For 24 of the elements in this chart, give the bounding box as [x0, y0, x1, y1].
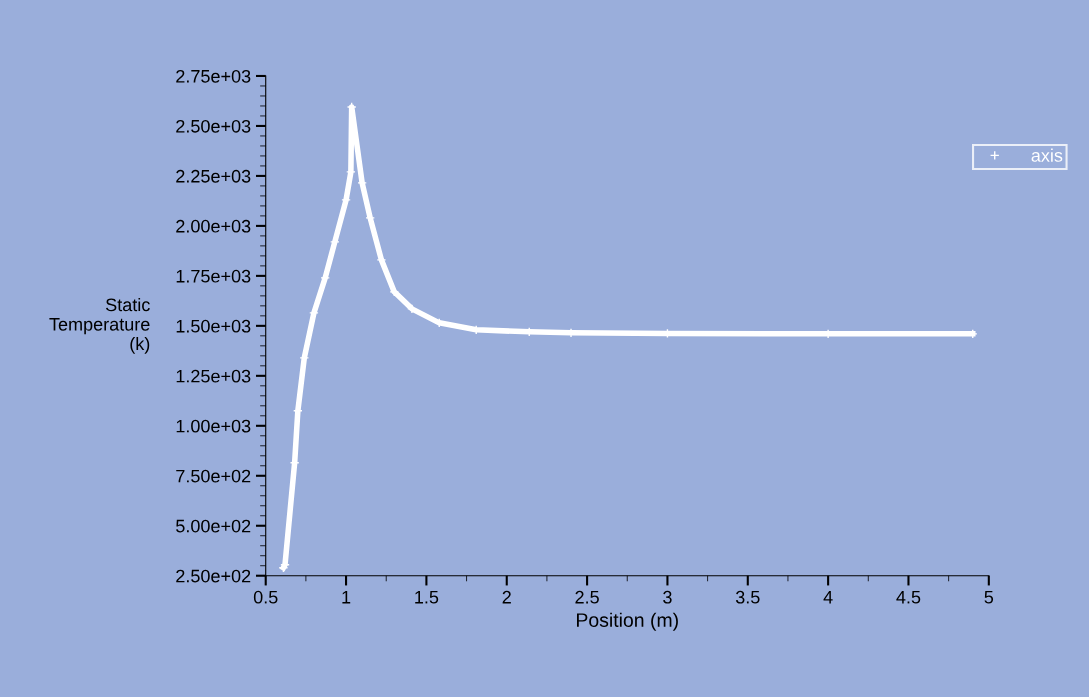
x-tick-label: 3.5	[735, 590, 760, 604]
x-tick-label: 1.5	[415, 590, 439, 604]
y-tick-label: 1.50e+03	[176, 319, 251, 333]
legend-label: axis	[1031, 148, 1063, 162]
y-tick-label: 5.00e+02	[176, 519, 251, 533]
y-tick-label: 2.25e+03	[176, 169, 251, 183]
x-tick-label: 4.5	[896, 590, 921, 604]
x-tick-label: 1	[342, 590, 351, 604]
x-tick-label: 2.5	[575, 590, 599, 604]
y-axis-title: Static Temperature (k)	[49, 297, 150, 354]
y-tick-label: 1.25e+03	[176, 369, 251, 383]
x-tick-label: 2	[502, 590, 511, 604]
x-tick-label: 4	[823, 590, 833, 604]
y-tick-label: 7.50e+02	[176, 469, 251, 483]
x-axis-title: Position (m)	[577, 612, 678, 631]
y-tick-label: 2.75e+03	[176, 69, 251, 83]
x-tick-label: 3	[663, 590, 672, 604]
y-tick-label: 1.00e+03	[176, 419, 251, 433]
y-tick-label: 1.75e+03	[176, 269, 251, 283]
x-tick-label: 5	[984, 590, 994, 604]
x-tick-label: 0.5	[253, 590, 278, 604]
y-tick-label: 2.50e+02	[176, 569, 251, 583]
y-tick-label: 2.00e+03	[176, 219, 251, 233]
y-tick-label: 2.50e+03	[176, 119, 251, 133]
